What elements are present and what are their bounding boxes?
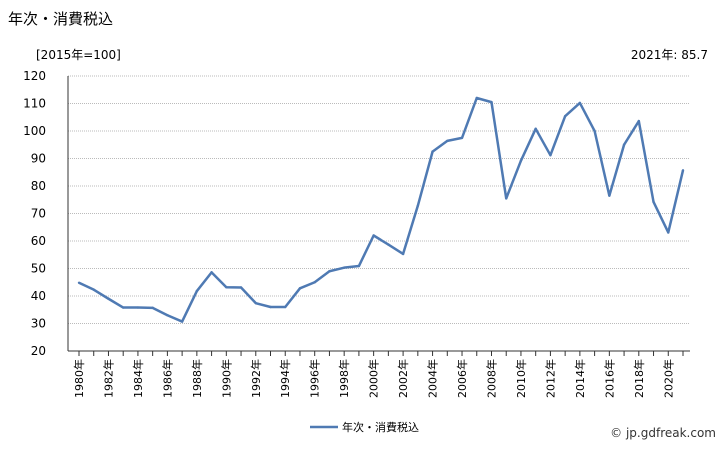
data-point	[254, 301, 257, 305]
x-tick-label: 1980年	[72, 359, 86, 398]
data-point	[107, 297, 110, 300]
data-point	[637, 119, 641, 123]
x-tick-label: 2002年	[396, 359, 410, 398]
x-tick-label: 1998年	[337, 359, 351, 398]
x-tick-label: 1996年	[308, 359, 322, 398]
y-tick-label: 70	[31, 207, 46, 221]
series-line	[78, 96, 685, 323]
y-tick-label: 30	[31, 317, 46, 331]
data-point	[490, 100, 493, 104]
data-point	[357, 264, 361, 268]
data-point	[239, 286, 243, 289]
data-point	[519, 159, 523, 162]
x-tick-label: 1990年	[219, 359, 233, 398]
data-point	[475, 96, 478, 100]
x-tick-label: 1982年	[101, 359, 115, 398]
y-tick-label: 80	[31, 179, 46, 193]
data-point	[225, 286, 228, 289]
data-point	[401, 252, 405, 256]
data-point	[387, 243, 390, 246]
data-point	[431, 150, 434, 153]
data-point	[210, 271, 213, 274]
x-tick-label: 1992年	[249, 359, 263, 398]
x-tick-label: 2018年	[632, 359, 646, 398]
y-tick-label: 120	[23, 69, 46, 83]
y-unit-label: [2015年=100]	[36, 48, 121, 62]
data-point	[195, 289, 199, 293]
data-point	[652, 200, 655, 204]
data-point	[180, 320, 184, 323]
x-tick-label: 2000年	[367, 359, 381, 398]
data-point	[622, 143, 626, 146]
x-tick-label: 2006年	[455, 359, 469, 398]
data-point	[372, 234, 375, 237]
data-point	[298, 287, 302, 290]
y-tick-label: 100	[23, 124, 46, 138]
legend-label: 年次・消費税込	[342, 420, 419, 434]
data-point	[328, 270, 331, 273]
x-tick-label: 2016年	[602, 359, 616, 398]
data-point	[549, 154, 552, 157]
y-tick-label: 90	[31, 152, 46, 166]
x-tick-label: 2008年	[484, 359, 498, 398]
y-tick-label: 110	[23, 97, 46, 111]
data-point	[151, 306, 154, 310]
data-point	[505, 197, 508, 200]
x-tick-label: 2010年	[514, 359, 528, 398]
data-point	[416, 204, 420, 207]
y-tick-label: 60	[31, 234, 46, 248]
x-tick-label: 1994年	[278, 359, 292, 398]
data-point	[593, 129, 596, 133]
data-point	[563, 114, 567, 118]
x-tick-label: 1986年	[160, 359, 174, 398]
x-tick-label: 1988年	[190, 359, 204, 398]
y-tick-label: 50	[31, 262, 46, 276]
data-point	[446, 139, 449, 143]
data-point	[460, 136, 464, 140]
source-credit: © jp.gdfreak.com	[610, 426, 716, 440]
data-point	[77, 281, 81, 284]
y-tick-label: 20	[31, 344, 46, 358]
x-tick-label: 2012年	[543, 359, 557, 398]
data-point	[166, 314, 169, 317]
chart-title: 年次・消費税込	[8, 10, 114, 28]
data-point	[121, 306, 125, 309]
x-tick-label: 2004年	[426, 359, 440, 398]
data-point	[342, 266, 346, 269]
data-point	[136, 306, 140, 309]
data-point	[269, 305, 272, 309]
data-point	[534, 127, 537, 130]
data-point	[681, 169, 685, 172]
data-point	[578, 101, 582, 105]
latest-value-label: 2021年: 85.7	[630, 48, 708, 62]
x-tick-label: 2014年	[573, 359, 587, 398]
data-point	[608, 194, 611, 197]
x-tick-label: 2020年	[661, 359, 675, 398]
x-tick-label: 1984年	[131, 359, 145, 398]
y-tick-label: 40	[31, 289, 46, 303]
data-point	[92, 288, 95, 291]
data-point	[284, 305, 287, 309]
data-point	[667, 231, 670, 234]
data-point	[313, 281, 316, 284]
